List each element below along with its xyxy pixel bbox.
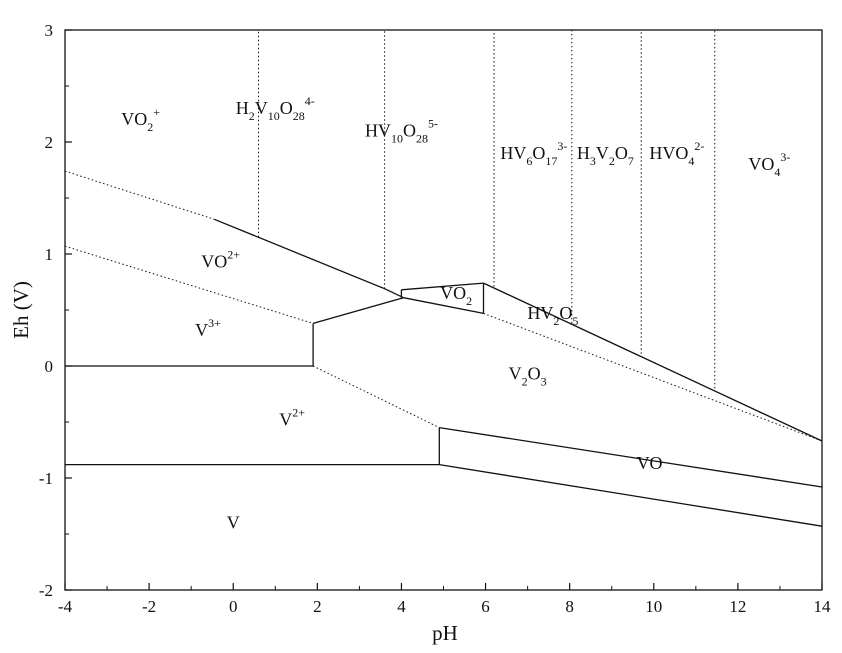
x-tick-label: -2: [142, 597, 156, 616]
solid-boundary: [439, 463, 823, 527]
region-label-hvo4: HVO42-: [649, 139, 704, 168]
region-label-hv2o5: HV2O5: [527, 303, 578, 328]
x-tick-label: 2: [313, 597, 322, 616]
x-tick-label: 4: [397, 597, 406, 616]
region-label-h3v2o7: H3V2O7: [577, 143, 634, 168]
x-tick-label: 6: [481, 597, 490, 616]
plot-area: [64, 29, 823, 591]
solid-boundary: [439, 426, 823, 488]
solid-boundary: [312, 297, 404, 325]
x-tick-label: 0: [229, 597, 238, 616]
boundary-lines: [64, 30, 823, 527]
region-label-v3: V3+: [195, 316, 221, 340]
dotted-boundary: [64, 170, 215, 220]
region-label-h2v10o28: H2V10O284-: [236, 94, 315, 123]
region-label-vo2p: VO2+: [121, 105, 160, 134]
region-label-vo2: VO2: [440, 283, 472, 308]
region-label-vo: VO: [637, 453, 663, 473]
dotted-boundary: [312, 365, 440, 429]
y-tick-label: 0: [45, 357, 54, 376]
x-tick-label: -4: [58, 597, 73, 616]
solid-boundary: [214, 218, 385, 290]
region-label-vo2plus: VO2+: [201, 247, 240, 271]
region-label-v2: V2+: [279, 405, 305, 429]
x-tick-label: 10: [645, 597, 662, 616]
region-labels: VO2+ H2V10O284- HV10O285- HV6O173- H3V2O7 HVO…: [121, 94, 790, 532]
y-tick-label: -1: [39, 469, 53, 488]
y-tick-label: 3: [45, 21, 54, 40]
solid-boundary: [401, 282, 484, 291]
y-tick-label: 1: [45, 245, 54, 264]
dotted-boundary: [64, 245, 314, 324]
x-tick-label: 14: [814, 597, 832, 616]
x-tick-label: 8: [565, 597, 574, 616]
region-label-hv10o28: HV10O285-: [365, 116, 438, 145]
solid-boundary: [483, 282, 823, 442]
region-label-v: V: [227, 512, 240, 532]
region-label-v2o3: V2O3: [509, 363, 547, 388]
plot-frame: [64, 29, 823, 591]
y-tick-label: 2: [45, 133, 54, 152]
region-label-hv6o17: HV6O173-: [500, 139, 567, 168]
x-tick-label: 12: [729, 597, 746, 616]
y-tick-label: -2: [39, 581, 53, 600]
solid-boundary: [403, 297, 484, 315]
solid-boundary: [384, 288, 404, 299]
dotted-boundary: [483, 312, 823, 442]
region-label-vo4: VO43-: [748, 150, 790, 179]
y-axis-title: Eh (V): [9, 281, 33, 339]
x-axis-title: pH: [432, 621, 458, 645]
